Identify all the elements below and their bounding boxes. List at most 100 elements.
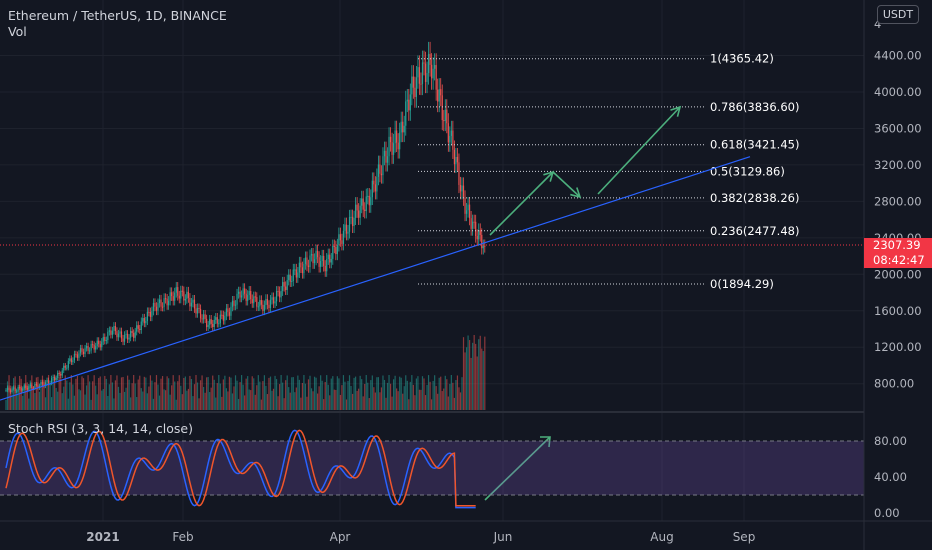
candle-body [458,162,460,185]
candle-body [376,176,378,192]
candle-body [131,330,133,334]
pane-divider[interactable] [0,411,864,413]
volume-bar [368,398,370,410]
candle-body [317,250,319,258]
fibonacci-levels[interactable]: 1(4365.42) 0.786(3836.60) 0.618(3421.45) 0.… [418,52,799,291]
volume-bar [186,390,188,410]
volume-bar [285,380,287,410]
volume-bar [93,375,95,410]
volume-bar [237,398,240,410]
volume-bar [221,396,223,410]
candle-body [43,383,45,386]
volume-bar [239,382,241,410]
candle-body [254,296,256,298]
volume-bar [225,388,227,410]
candle-body [371,180,373,198]
volume-bar [57,391,59,410]
candle-body [175,287,177,293]
volume-bar [336,376,338,410]
volume-bar [309,375,311,410]
candle-body [427,53,430,74]
volume-bar [373,387,375,410]
candle-body [89,350,91,352]
volume-bar [444,375,446,410]
volume-bar [253,378,255,410]
volume-bar [133,375,135,410]
volume-bar [119,392,121,410]
volume-label[interactable]: Vol [8,24,27,39]
volume-bar [31,375,33,410]
volume-bar [327,384,329,410]
candle-body [111,330,113,335]
time-axis[interactable]: 2021 Feb Apr Jun Aug Sep [86,530,755,544]
candle-body [373,180,375,185]
volume-bar [446,379,448,410]
price-axis[interactable]: 4400.004000.003600.003200.002800.002400.… [874,17,922,391]
candle-body [356,204,358,211]
volume-bar [32,386,34,410]
candle-body [484,245,486,247]
candle-body [196,308,199,314]
candle-body [414,87,416,97]
volume-bar [450,375,452,410]
currency-badge[interactable]: USDT [877,5,919,24]
candle-body [420,83,422,85]
candle-body [54,376,56,381]
volume-bar [161,376,164,410]
volume-bar [134,383,136,410]
candle-body [298,262,300,273]
candle-body [329,254,331,263]
volume-bar [95,385,97,410]
candle-body [193,299,196,309]
volume-bar [260,399,262,410]
candle-body [408,99,410,111]
candle-body [79,348,82,354]
trendline[interactable] [0,156,751,401]
volume-bar [101,390,103,410]
volume-bar [259,381,261,410]
candle-body [35,384,37,386]
candle-body [134,331,136,338]
candle-body [248,291,250,296]
volume-bar [476,356,478,410]
volume-bar [85,385,88,410]
volume-bar [201,375,203,410]
candle-body [310,254,313,256]
rsi-axis[interactable]: 80.00 40.00 0.00 [874,434,907,520]
candle-body [418,67,421,84]
candle-body [394,130,396,144]
volume-bar [67,398,69,410]
volume-bar [350,385,352,410]
symbol-title[interactable]: Ethereum / TetherUS, 1D, BINANCE [8,8,227,23]
volume-bar [347,381,349,410]
candle-body [11,388,13,392]
volume-bar [320,375,322,410]
candle-body [386,156,389,163]
volume-bar [420,389,422,410]
volume-bar [361,379,363,410]
volume-bar [218,375,220,410]
volume-bar [274,375,276,410]
candle-body [139,328,141,331]
volume-bar [84,394,86,410]
volume-bar [231,393,234,410]
volume-bar [408,399,410,410]
volume-bar [275,379,278,410]
volume-bar [72,384,74,410]
volume-bar [437,393,439,410]
chart-grid [0,0,864,521]
volume-bar [376,377,378,410]
projection-arrows[interactable] [484,105,682,501]
candle-body [478,230,480,240]
candle-body [84,348,86,355]
volume-bar [66,380,68,410]
volume-bar [359,375,361,410]
volume-bar [475,343,477,410]
candle-body [295,269,297,278]
rsi-indicator-label[interactable]: Stoch RSI (3, 3, 14, 14, close) [8,421,193,436]
candle-body [459,184,462,192]
volume-bar [421,376,424,410]
candle-body [172,296,174,301]
volume-bar [168,378,170,410]
